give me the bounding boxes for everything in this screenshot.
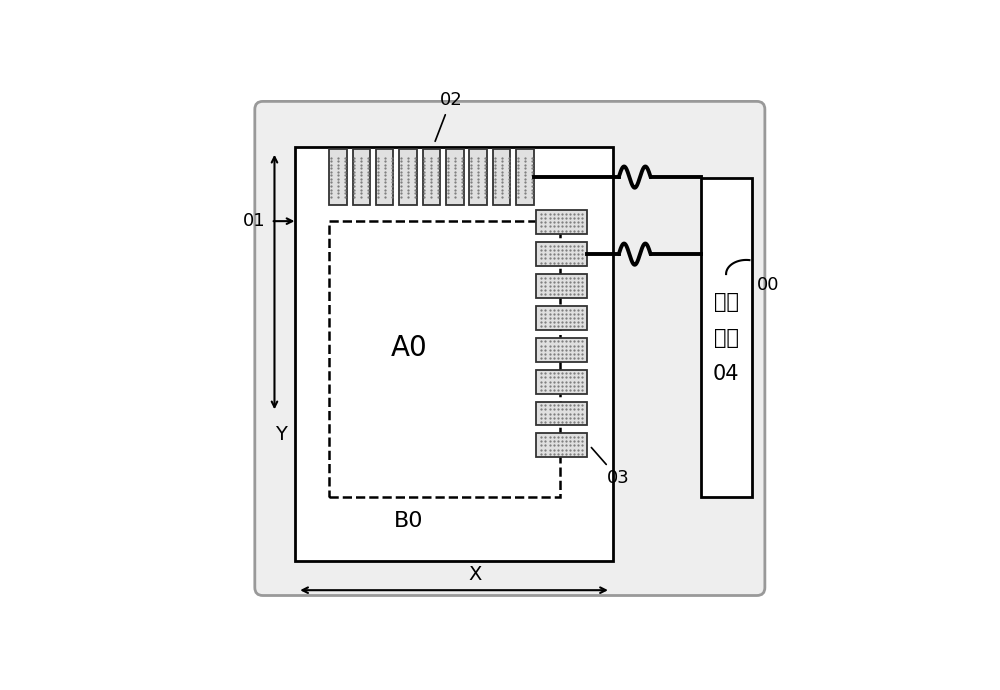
Text: 01: 01 <box>243 212 265 230</box>
Bar <box>536 210 587 234</box>
Bar <box>536 433 587 457</box>
Bar <box>295 146 613 561</box>
Bar <box>423 149 440 205</box>
Bar <box>353 149 370 205</box>
Bar <box>536 242 587 266</box>
Bar <box>536 370 587 393</box>
Bar <box>376 149 393 205</box>
Bar <box>446 149 464 205</box>
Bar <box>701 179 752 497</box>
Text: X: X <box>469 565 482 584</box>
Bar <box>329 221 560 497</box>
Bar <box>469 149 487 205</box>
Bar <box>536 274 587 298</box>
Bar <box>536 306 587 330</box>
Text: 02: 02 <box>435 91 462 141</box>
Bar <box>399 149 417 205</box>
Bar <box>493 149 510 205</box>
Bar <box>536 338 587 362</box>
Text: 定位
电路
04: 定位 电路 04 <box>713 292 740 384</box>
Bar <box>536 402 587 426</box>
Text: B0: B0 <box>394 511 424 531</box>
Text: A0: A0 <box>391 335 427 362</box>
Text: 03: 03 <box>591 448 630 487</box>
Text: 00: 00 <box>757 276 779 294</box>
FancyBboxPatch shape <box>255 101 765 595</box>
Bar <box>516 149 534 205</box>
Bar <box>329 149 347 205</box>
Text: Y: Y <box>275 426 287 444</box>
